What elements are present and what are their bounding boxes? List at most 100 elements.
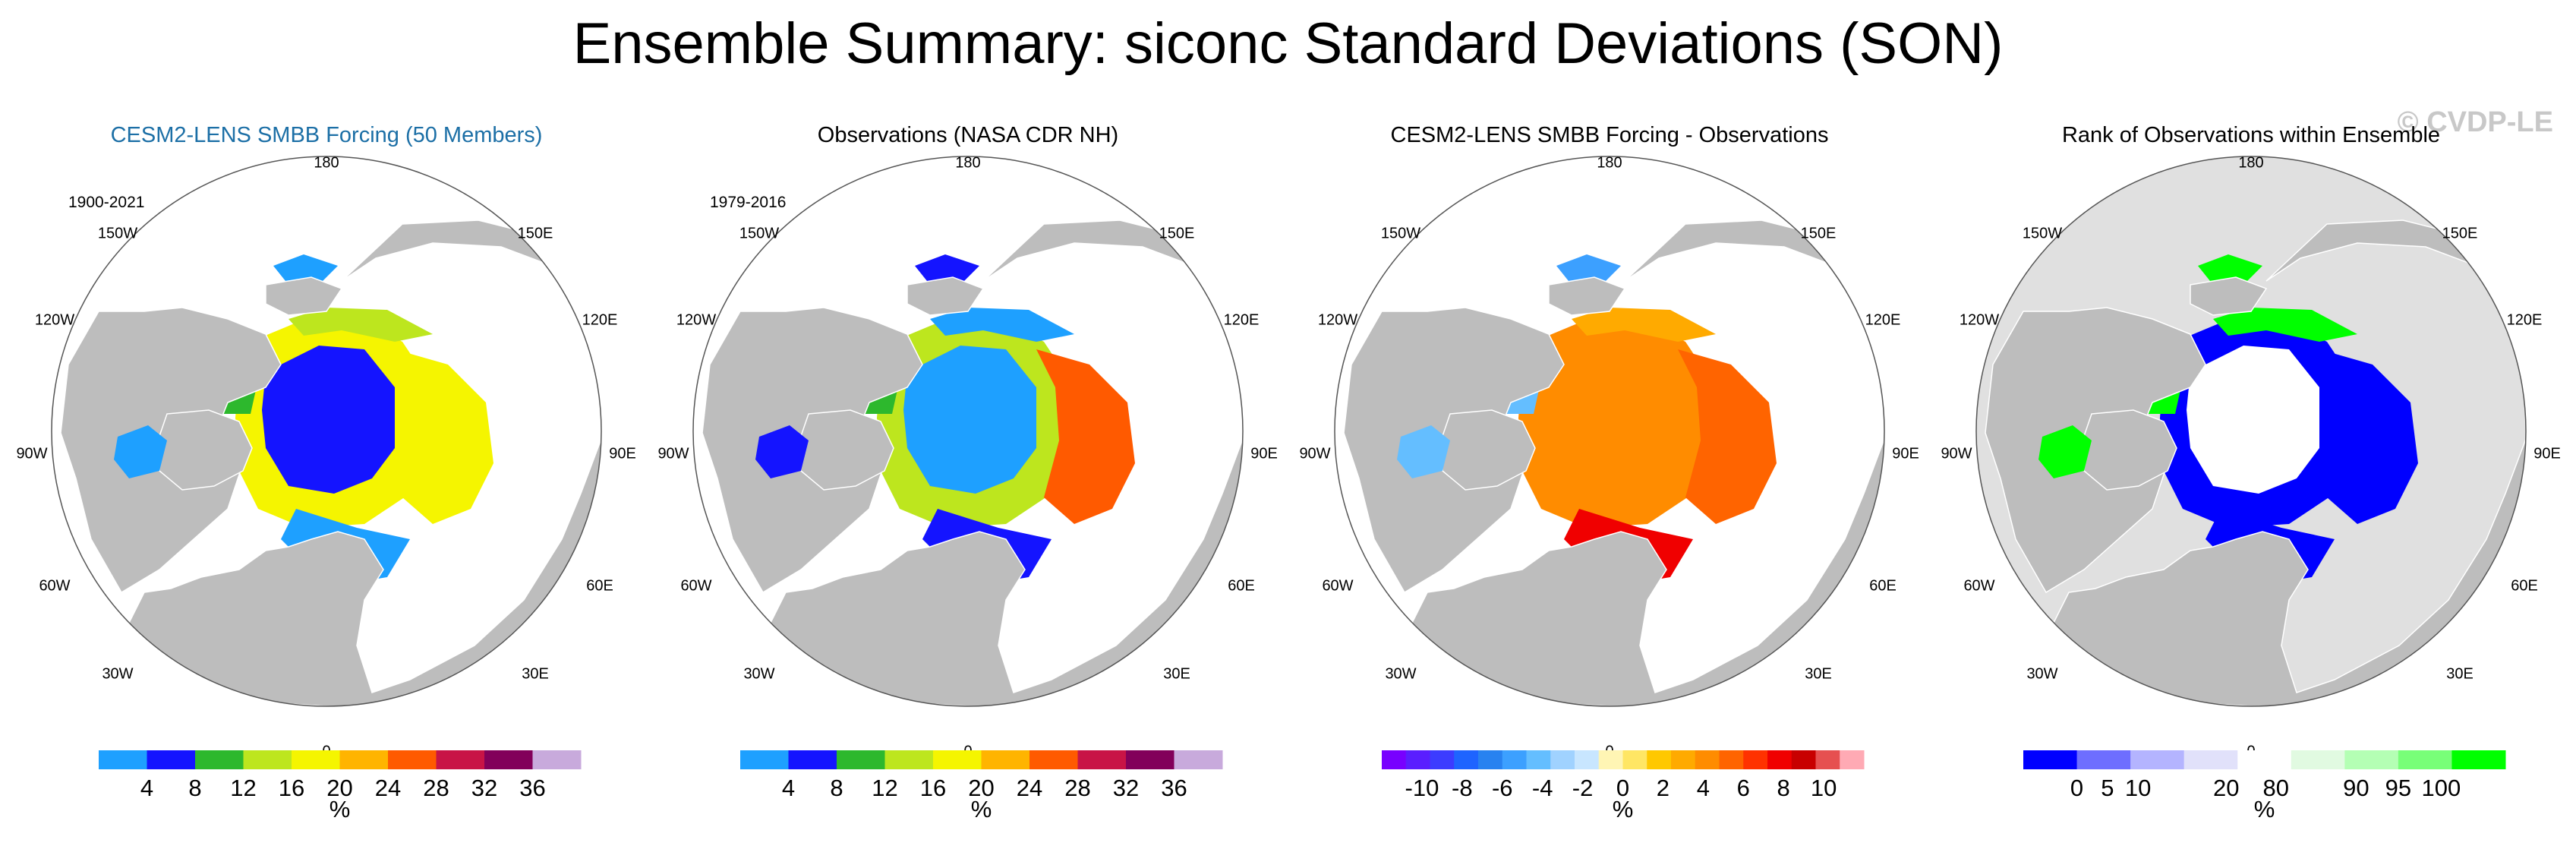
colorbar-swatch — [1405, 750, 1430, 769]
colorbar-swatch — [884, 750, 934, 769]
field-region — [395, 349, 493, 524]
field-region — [262, 346, 395, 494]
field-region — [903, 346, 1036, 494]
field-region — [1678, 349, 1777, 524]
land-mass — [1548, 276, 1626, 316]
map-boundary — [1334, 156, 1885, 707]
colorbar-swatch — [1719, 750, 1744, 769]
longitude-label: 150W — [1380, 225, 1421, 242]
colorbar-tick-label: 28 — [1064, 775, 1091, 801]
longitude-label: 60E — [1228, 577, 1255, 595]
colorbar-swatch — [1029, 750, 1078, 769]
panel-obs-std: Observations (NASA CDR NH) 1979-2016 180 15… — [657, 114, 1277, 843]
colorbar-swatch — [1671, 750, 1696, 769]
colorbar-tick-label: 6 — [1736, 775, 1750, 801]
land-mass — [906, 276, 985, 316]
colorbar-tick-label: 36 — [1161, 775, 1187, 801]
field-region — [288, 308, 433, 342]
longitude-label: 120E — [1223, 311, 1260, 329]
polar-map — [1334, 156, 1885, 707]
colorbar-tick-label: 24 — [374, 775, 402, 801]
colorbar-tick-label: 20 — [968, 775, 995, 801]
colorbar — [99, 750, 582, 769]
colorbar-unit: % — [1612, 796, 1634, 822]
polar-map — [1975, 156, 2527, 707]
colorbar-tick-label: 4 — [140, 775, 154, 801]
longitude-label: 60E — [586, 577, 613, 595]
colorbar-tick-label: 4 — [781, 775, 796, 801]
longitude-label: 60W — [1322, 577, 1354, 595]
longitude-label: 90E — [1250, 445, 1278, 462]
colorbar-tick-label: 90 — [2343, 775, 2369, 801]
longitude-label: 120W — [1317, 311, 1358, 329]
panel-difference: CESM2-LENS SMBB Forcing - Observations 18… — [1299, 114, 1919, 843]
colorbar-unit: % — [970, 796, 992, 822]
polar-map — [692, 156, 1244, 707]
colorbar-swatch — [2451, 750, 2506, 769]
colorbar-tick-label: 32 — [471, 775, 498, 801]
colorbar-tick-label: 12 — [230, 775, 257, 801]
land-mass — [265, 276, 343, 316]
field-region — [2198, 254, 2262, 285]
colorbar-tick-label: 10 — [1810, 775, 1837, 801]
longitude-label: 150W — [739, 225, 780, 242]
longitude-label: 30E — [2446, 665, 2474, 683]
colorbar-swatch — [1743, 750, 1768, 769]
hudson-bay — [755, 425, 809, 478]
colorbar-tick-label: 8 — [188, 775, 202, 801]
panel-title: Observations (NASA CDR NH) — [817, 123, 1119, 147]
field-region — [1036, 349, 1135, 524]
longitude-label: 60W — [680, 577, 712, 595]
longitude-label: 90E — [609, 445, 636, 462]
colorbar-swatch — [1622, 750, 1647, 769]
colorbar-swatch — [1550, 750, 1575, 769]
panel-rank: Rank of Observations within Ensemble 180 1… — [1941, 114, 2560, 843]
colorbar-swatch — [837, 750, 885, 769]
colorbar-swatch — [1077, 750, 1127, 769]
longitude-label: 150E — [517, 225, 553, 242]
colorbar-swatch — [484, 750, 533, 769]
longitude-label: 180 — [955, 154, 981, 172]
map-boundary — [1975, 156, 2527, 707]
colorbar-swatch — [2237, 750, 2292, 769]
colorbar-swatch — [147, 750, 196, 769]
longitude-label: 90E — [1892, 445, 1919, 462]
longitude-label: 120W — [34, 311, 75, 329]
colorbar-tick-label: 2 — [1656, 775, 1670, 801]
map-boundary — [51, 156, 602, 707]
panel-title: CESM2-LENS SMBB Forcing (50 Members) — [110, 123, 543, 147]
colorbar-tick-label: 12 — [872, 775, 898, 801]
longitude-label: 30E — [1163, 665, 1190, 683]
colorbar-unit: % — [329, 796, 351, 822]
colorbar-swatch — [2291, 750, 2345, 769]
colorbar-tick-label: 8 — [830, 775, 843, 801]
colorbar-tick-label: 95 — [2385, 775, 2412, 801]
longitude-label: 30E — [1805, 665, 1832, 683]
colorbar-swatch — [99, 750, 147, 769]
colorbar-swatch — [1382, 750, 1407, 769]
longitude-label: 150E — [1800, 225, 1837, 242]
hudson-bay — [2038, 425, 2092, 478]
field-region — [273, 254, 338, 285]
colorbar-swatch — [532, 750, 582, 769]
land-mass — [2049, 219, 2526, 706]
colorbar-swatch — [2023, 750, 2078, 769]
colorbar-swatch — [1454, 750, 1479, 769]
colorbar-swatch — [1647, 750, 1672, 769]
colorbar-swatch — [2183, 750, 2238, 769]
colorbar-swatch — [981, 750, 1030, 769]
colorbar-swatch — [1791, 750, 1816, 769]
longitude-label: 60W — [1963, 577, 1995, 595]
colorbar-tick-label: -2 — [1572, 775, 1594, 801]
field-region — [2213, 308, 2357, 342]
field-region — [2187, 346, 2319, 494]
colorbar-unit: % — [2253, 796, 2275, 822]
colorbar-swatch — [1695, 750, 1720, 769]
colorbar-swatch — [388, 750, 437, 769]
colorbar-swatch — [1815, 750, 1840, 769]
colorbar-tick-label: 100 — [2421, 775, 2461, 801]
longitude-label: 150E — [2442, 225, 2478, 242]
colorbar-tick-label: 0 — [1616, 775, 1630, 801]
field-region — [1545, 346, 1678, 494]
colorbar-swatch — [2130, 750, 2185, 769]
